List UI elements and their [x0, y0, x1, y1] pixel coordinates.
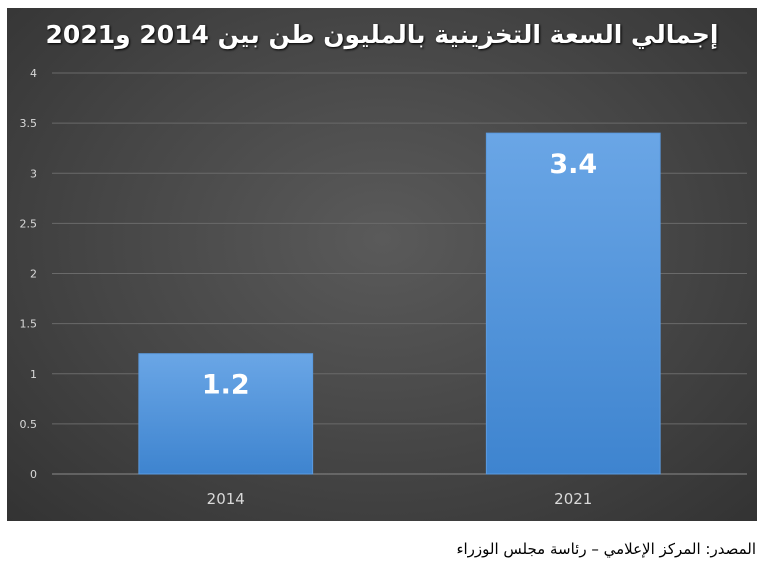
- bar: [138, 353, 314, 475]
- y-tick-label: 2.5: [20, 217, 38, 230]
- chart-title: إجمالي السعة التخزينية بالمليون طن بين 2…: [45, 20, 719, 49]
- x-tick-label: 2014: [207, 490, 245, 508]
- y-tick-label: 2: [30, 268, 37, 281]
- bar-chart: 0 0.5 1 1.5 2 2.5 3 3.5 4 1.2 2014 3.4 2021: [20, 67, 747, 508]
- data-label: 1.2: [202, 370, 250, 401]
- x-tick-label: 2021: [554, 490, 592, 508]
- y-tick-label: 1: [30, 368, 37, 381]
- y-tick-label: 4: [30, 67, 37, 80]
- bar: [485, 132, 661, 475]
- source-note: المصدر: المركز الإعلامي – رئاسة مجلس الو…: [456, 540, 756, 558]
- chart-area: إجمالي السعة التخزينية بالمليون طن بين 2…: [7, 8, 757, 521]
- y-tick-label: 1.5: [20, 318, 38, 331]
- data-label: 3.4: [549, 149, 597, 180]
- y-tick-label: 0: [30, 468, 37, 481]
- y-tick-label: 0.5: [20, 418, 38, 431]
- y-tick-label: 3: [30, 167, 37, 180]
- y-tick-label: 3.5: [20, 117, 38, 130]
